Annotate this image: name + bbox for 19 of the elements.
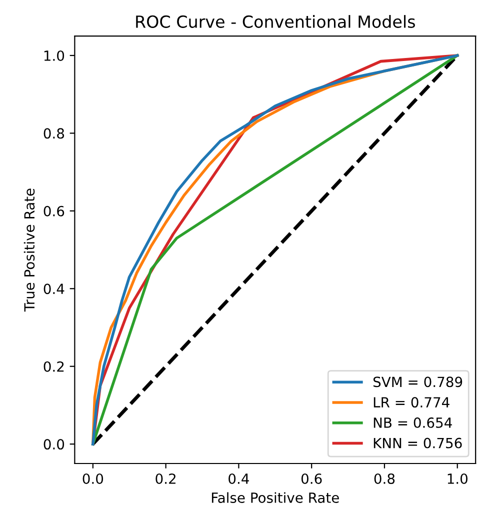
y-tick-label: 0.0	[44, 439, 64, 450]
x-tick-label: 0.2	[156, 473, 176, 484]
chart-title: ROC Curve - Conventional Models	[136, 15, 415, 28]
legend-label: LR = 0.774	[374, 397, 450, 408]
y-tick-label: 0.2	[44, 361, 64, 372]
x-tick-label: 0.0	[82, 473, 104, 484]
x-tick-label: 0.8	[374, 473, 395, 484]
y-tick-label: 0.4	[44, 284, 64, 294]
y-tick-label: 0.6	[44, 206, 64, 216]
y-tick-label: 0.8	[44, 128, 64, 139]
y-axis-title: True Positive Rate	[24, 188, 35, 312]
y-tick-label: 1.0	[44, 50, 64, 61]
legend-label: NB = 0.654	[374, 417, 452, 428]
legend-label: SVM = 0.789	[373, 376, 462, 388]
x-tick-label: 0.4	[228, 473, 249, 484]
legend-label: KNN = 0.756	[374, 438, 462, 448]
x-tick-label: 0.6	[301, 473, 322, 484]
x-axis-title: False Positive Rate	[212, 492, 339, 503]
x-tick-label: 1.0	[448, 473, 468, 484]
